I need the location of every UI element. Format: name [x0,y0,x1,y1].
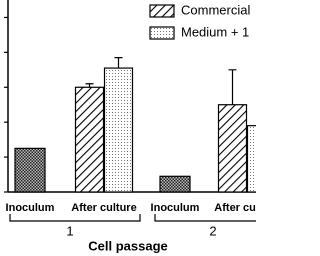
group-label: 2 [209,223,216,238]
legend-swatch [149,26,175,40]
bar [103,67,134,193]
error-bar [228,69,237,105]
x-tick-label: Inoculum [6,202,55,214]
legend-swatch [149,4,175,18]
error-bar [85,83,94,88]
bar [159,175,191,193]
bar [217,104,248,193]
x-tick-label: Inoculum [151,202,200,214]
x-tick-label: After culture [71,202,136,214]
error-bar [114,57,123,69]
bar [246,125,256,193]
x-tick-label: After culture [214,202,256,214]
group-bracket [154,214,256,222]
x-axis-title: Cell passage [88,238,168,253]
bar [74,86,105,193]
legend-label: Commercial [181,2,250,17]
group-bracket [9,214,141,222]
group-label: 1 [66,223,73,238]
chart: Cell passage Inoculum After culture 1 Inocu… [4,0,256,253]
legend-label: Medium + 1 [181,24,249,39]
bar [14,147,46,193]
